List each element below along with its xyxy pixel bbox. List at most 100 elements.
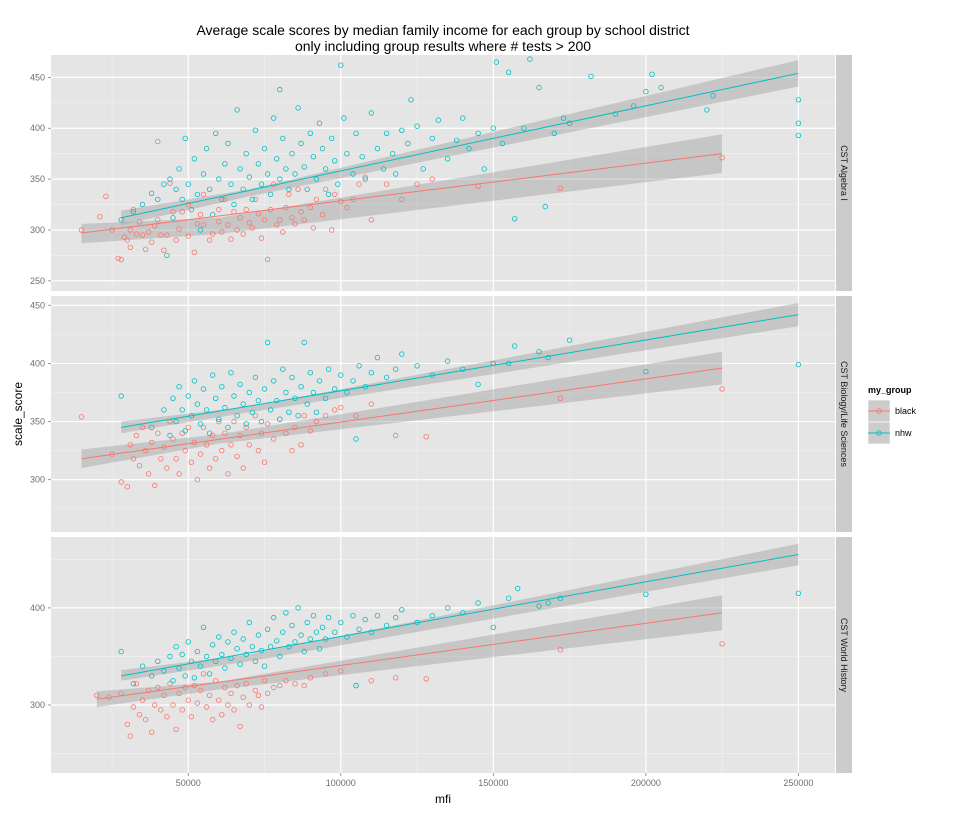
- data-point-nhw: [203, 145, 210, 152]
- data-point-nhw: [325, 191, 332, 198]
- legend-key-black: [867, 399, 891, 423]
- data-point-black: [164, 714, 170, 720]
- data-point-nhw: [289, 150, 295, 157]
- data-point-black: [286, 191, 292, 198]
- data-point-nhw: [197, 227, 204, 233]
- data-point-nhw: [362, 176, 368, 182]
- data-point-nhw: [383, 130, 390, 136]
- data-point-nhw: [161, 181, 167, 187]
- fit-line-nhw: [121, 314, 799, 428]
- data-point-black: [557, 185, 564, 191]
- fit-line-black: [81, 367, 723, 460]
- data-point-black: [234, 227, 240, 233]
- data-point-black: [133, 231, 140, 237]
- data-point-nhw: [515, 585, 521, 592]
- data-point-black: [219, 712, 225, 718]
- data-point-nhw: [148, 673, 155, 679]
- data-point-nhw: [393, 366, 399, 372]
- data-point-black: [261, 217, 268, 223]
- data-point-nhw: [374, 613, 381, 619]
- data-point-nhw: [219, 651, 225, 658]
- data-point-nhw: [658, 84, 664, 91]
- data-point-nhw: [252, 374, 259, 381]
- data-point-black: [167, 681, 173, 687]
- data-point-black: [301, 217, 307, 223]
- data-point-black: [206, 465, 213, 471]
- chart-title: Average scale scores by median family in…: [196, 22, 689, 38]
- data-point-nhw: [264, 171, 271, 177]
- data-point-black: [200, 424, 207, 431]
- data-point-black: [243, 206, 249, 213]
- data-point-black: [344, 204, 350, 211]
- data-point-nhw: [203, 653, 210, 660]
- y-tick-label: 400: [30, 358, 45, 368]
- data-point-black: [271, 181, 277, 187]
- data-point-black: [313, 418, 320, 425]
- data-point-black: [222, 430, 228, 436]
- facet-strip: [836, 55, 852, 291]
- data-point-nhw: [643, 88, 649, 95]
- data-point-nhw: [298, 140, 304, 147]
- data-point-black: [292, 221, 298, 227]
- data-point-black: [130, 704, 137, 710]
- data-point-black: [228, 442, 234, 448]
- data-point-black: [225, 222, 231, 228]
- data-point-black: [222, 684, 228, 691]
- data-point-black: [167, 180, 173, 186]
- data-point-nhw: [310, 613, 317, 619]
- data-point-nhw: [203, 407, 210, 413]
- data-point-nhw: [200, 386, 207, 392]
- data-point-nhw: [216, 416, 222, 422]
- data-point-nhw: [277, 653, 283, 660]
- data-point-nhw: [155, 196, 161, 203]
- data-point-nhw: [212, 395, 219, 401]
- data-point-black: [127, 733, 133, 739]
- data-point-nhw: [313, 409, 320, 415]
- data-point-nhw: [304, 186, 310, 192]
- data-point-nhw: [338, 372, 344, 378]
- data-point-black: [240, 694, 246, 700]
- data-point-nhw: [408, 97, 414, 103]
- data-point-nhw: [444, 358, 451, 364]
- data-point-black: [301, 682, 307, 689]
- data-point-black: [557, 647, 564, 653]
- data-point-nhw: [316, 646, 323, 652]
- y-axis-title: scale_score: [11, 382, 25, 446]
- data-point-nhw: [246, 389, 252, 396]
- data-point-nhw: [194, 648, 201, 655]
- data-point-nhw: [298, 632, 304, 638]
- data-point-nhw: [429, 613, 435, 619]
- data-point-nhw: [249, 409, 255, 415]
- data-point-black: [148, 439, 155, 446]
- data-point-nhw: [182, 673, 188, 679]
- data-point-nhw: [405, 140, 411, 147]
- data-point-nhw: [435, 117, 442, 123]
- data-point-nhw: [316, 378, 323, 384]
- data-point-black: [127, 227, 133, 233]
- confidence-band-black: [96, 595, 723, 707]
- data-point-black: [277, 682, 283, 689]
- data-point-black: [97, 213, 103, 220]
- facet-panel: 250 300 350 400 450 CST Algebra I: [30, 55, 852, 291]
- y-tick-label: 250: [30, 276, 45, 286]
- data-point-nhw: [179, 196, 185, 203]
- data-point-black: [170, 436, 176, 442]
- data-point-nhw: [267, 191, 274, 198]
- data-point-nhw: [194, 401, 201, 407]
- data-point-nhw: [316, 120, 323, 126]
- data-point-black: [133, 432, 140, 439]
- data-point-black: [179, 208, 185, 215]
- data-point-black: [246, 442, 252, 448]
- data-point-black: [142, 447, 149, 454]
- data-point-black: [368, 217, 374, 223]
- data-point-nhw: [283, 166, 289, 172]
- data-point-nhw: [301, 648, 307, 655]
- data-point-nhw: [176, 166, 182, 172]
- data-point-black: [264, 421, 271, 427]
- data-point-nhw: [322, 166, 329, 172]
- data-point-black: [255, 447, 262, 454]
- data-point-black: [145, 687, 152, 694]
- data-point-nhw: [267, 407, 274, 413]
- data-point-nhw: [222, 665, 228, 671]
- data-point-nhw: [536, 603, 542, 609]
